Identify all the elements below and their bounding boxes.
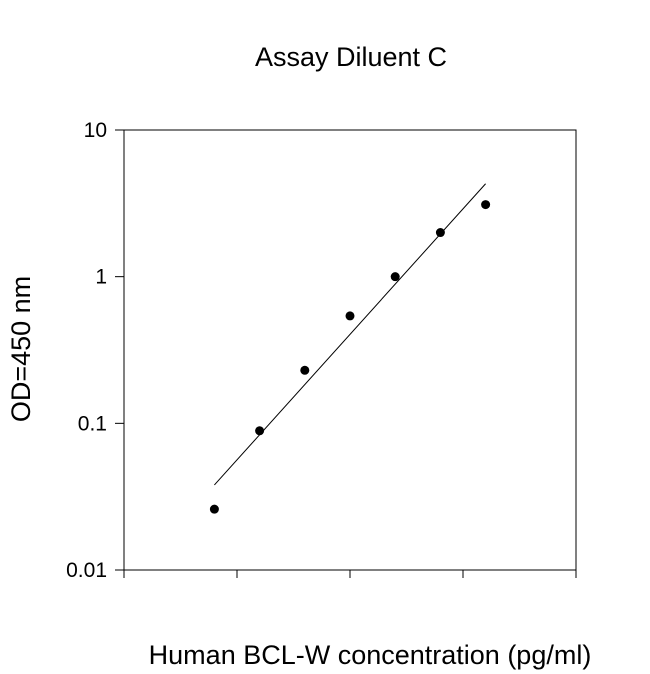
data-point: [390, 272, 400, 282]
fit-line-group: [214, 183, 486, 486]
plot-frame: [123, 129, 577, 571]
fit-line: [214, 183, 486, 486]
y-tick-label: 0.01: [66, 559, 107, 582]
data-point: [435, 228, 445, 238]
data-point: [481, 200, 491, 210]
data-points: [209, 200, 491, 514]
y-tick-label: 10: [84, 119, 107, 142]
data-point: [209, 504, 219, 514]
data-point: [345, 311, 355, 321]
y-axis-ticks: 0.01 0.1 1 10: [66, 119, 124, 582]
chart-title: Assay Diluent C: [255, 42, 447, 72]
y-tick-label: 1: [95, 266, 107, 289]
data-point: [300, 365, 310, 375]
x-axis-ticks: [123, 570, 577, 578]
y-axis-label: OD=450 nm: [6, 276, 36, 422]
y-tick-label: 0.1: [78, 412, 107, 435]
data-point: [255, 426, 265, 436]
x-axis-label: Human BCL-W concentration (pg/ml): [149, 640, 592, 670]
